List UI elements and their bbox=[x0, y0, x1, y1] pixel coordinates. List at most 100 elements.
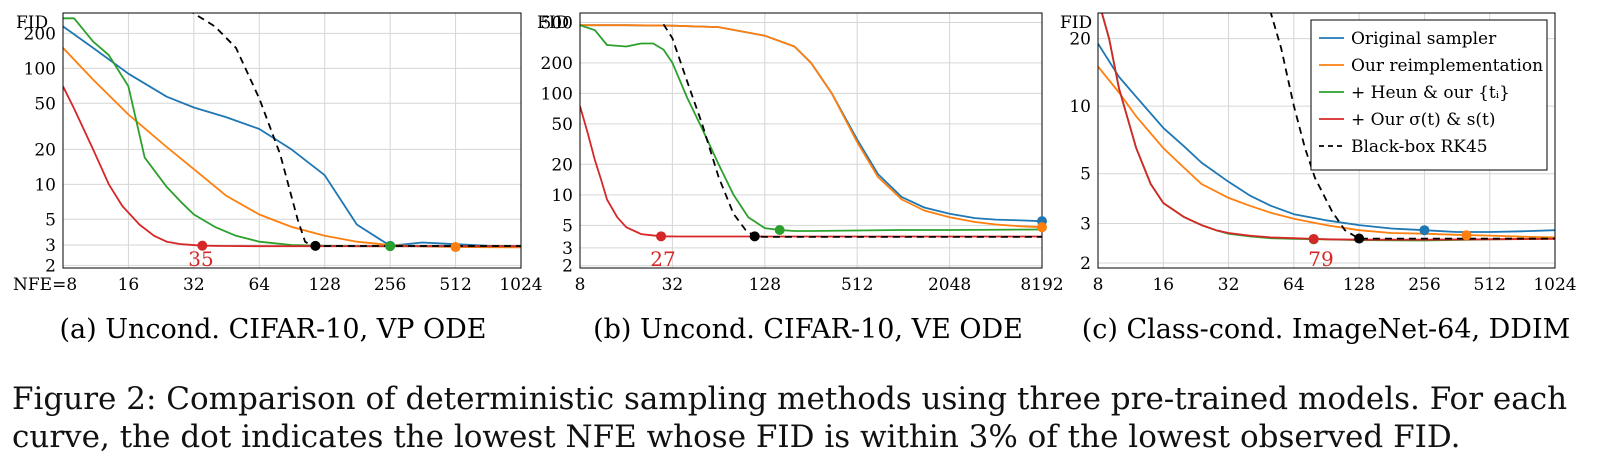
y-tick-label: 2 bbox=[45, 256, 56, 276]
x-tick-label: 512 bbox=[439, 275, 471, 295]
series-dot-5 bbox=[1354, 233, 1365, 244]
series-line-5 bbox=[1269, 13, 1555, 240]
x-tick-label: 32 bbox=[183, 275, 205, 295]
x-tick-label: 32 bbox=[662, 275, 684, 295]
y-tick-label: 50 bbox=[34, 94, 56, 114]
annotation-c: 79 bbox=[1308, 247, 1333, 271]
axes-frame-c bbox=[1097, 12, 1556, 269]
series-line-5 bbox=[191, 13, 521, 247]
y-tick-label: 50 bbox=[551, 115, 573, 135]
series-dot-4 bbox=[197, 240, 208, 251]
series-line-3 bbox=[63, 17, 521, 248]
axes-frame-b bbox=[579, 12, 1043, 269]
plot-area-c bbox=[1098, 13, 1555, 242]
y-tick-label: 2 bbox=[562, 257, 573, 277]
series-line-4 bbox=[580, 105, 1042, 238]
x-tick-label: 8 bbox=[1093, 275, 1104, 295]
subcaption-c: (c) Class-cond. ImageNet-64, DDIM bbox=[1082, 314, 1571, 345]
annotation-b: 27 bbox=[650, 247, 675, 271]
plot-area-a bbox=[63, 13, 521, 249]
series-dot-2 bbox=[1037, 222, 1047, 233]
series-dot-2 bbox=[450, 242, 461, 253]
series-dot-1 bbox=[1419, 225, 1430, 236]
x-tick-label: 128 bbox=[308, 275, 340, 295]
x-tick-label: 1024 bbox=[499, 275, 542, 295]
ylabel-a: FID bbox=[16, 13, 48, 33]
subcaption-b: (b) Uncond. CIFAR-10, VE ODE bbox=[593, 314, 1023, 345]
series-line-1 bbox=[1098, 43, 1555, 233]
caption-line-1: Figure 2: Comparison of deterministic sa… bbox=[12, 381, 1568, 417]
legend-label-5: Black-box RK45 bbox=[1351, 137, 1488, 157]
x-tick-label: 1024 bbox=[1533, 275, 1576, 295]
x-tick-label: 128 bbox=[749, 275, 781, 295]
legend-label-3: + Heun & our {tᵢ} bbox=[1351, 83, 1510, 103]
x-tick-label: 16 bbox=[1152, 275, 1174, 295]
legend-box bbox=[1310, 19, 1548, 171]
y-tick-label: 20 bbox=[34, 140, 56, 160]
y-tick-label: 100 bbox=[24, 59, 56, 79]
x-tick-label: 64 bbox=[248, 275, 270, 295]
panel-c: 8 16 32 64 128 256 512 1024 2 3 5 10 20 FID 79 (c) C… bbox=[1060, 12, 1577, 345]
series-dot-4 bbox=[1308, 233, 1319, 244]
y-tick-label: 200 bbox=[541, 54, 573, 74]
grid-a bbox=[62, 13, 522, 268]
series-dot-3 bbox=[774, 225, 785, 236]
x-tick-label: 512 bbox=[841, 275, 873, 295]
x-tick-label: 64 bbox=[1283, 275, 1305, 295]
series-dot-5 bbox=[749, 231, 760, 242]
ticks-b: 8 32 128 512 2048 8192 23 5 10 20 50 100 200 500 bbox=[541, 13, 1064, 295]
ticks-c: 8 16 32 64 128 256 512 1024 2 3 5 10 20 bbox=[1069, 30, 1576, 295]
legend: Original sampler Our reimplementation + He… bbox=[1310, 19, 1548, 171]
series-line-3 bbox=[580, 24, 1042, 232]
panel-a: NFE=8 16 32 64 128 256 512 1024235102050100200 … bbox=[13, 12, 543, 345]
y-tick-label: 5 bbox=[45, 210, 56, 230]
plot-area-b bbox=[580, 23, 1042, 238]
series-line-5 bbox=[662, 23, 1042, 238]
y-tick-label: 5 bbox=[1080, 165, 1091, 185]
x-tick-label: 128 bbox=[1343, 275, 1375, 295]
ylabel-b: FID bbox=[537, 13, 569, 33]
series-line-2 bbox=[580, 24, 1042, 229]
series-line-1 bbox=[580, 24, 1042, 223]
x-tick-label: 8192 bbox=[1020, 275, 1063, 295]
y-tick-label: 10 bbox=[1069, 97, 1091, 117]
y-tick-label: 5 bbox=[562, 216, 573, 236]
x-tick-label: NFE=8 bbox=[13, 275, 77, 295]
ylabel-c: FID bbox=[1060, 13, 1092, 33]
series-dot-5 bbox=[310, 240, 321, 251]
legend-label-1: Original sampler bbox=[1351, 29, 1497, 49]
x-tick-label: 2048 bbox=[928, 275, 971, 295]
y-tick-label: 10 bbox=[34, 175, 56, 195]
x-tick-label: 8 bbox=[575, 275, 586, 295]
legend-label-2: Our reimplementation bbox=[1351, 56, 1543, 76]
series-dot-3 bbox=[385, 241, 396, 252]
x-tick-label: 256 bbox=[1408, 275, 1440, 295]
axes-frame-a bbox=[62, 12, 522, 269]
y-tick-label: 20 bbox=[1069, 30, 1091, 50]
dots-c bbox=[1308, 225, 1472, 245]
y-tick-label: 20 bbox=[551, 155, 573, 175]
x-tick-label: 256 bbox=[374, 275, 406, 295]
series-dot-4 bbox=[656, 231, 667, 242]
figure-caption: Figure 2: Comparison of deterministic sa… bbox=[12, 380, 1597, 456]
annotation-a: 35 bbox=[188, 247, 213, 271]
y-tick-label: 100 bbox=[541, 84, 573, 104]
caption-line-2: curve, the dot indicates the lowest NFE … bbox=[12, 419, 1461, 455]
series-line-4 bbox=[63, 85, 521, 248]
y-tick-label: 3 bbox=[1080, 214, 1091, 234]
x-tick-label: 512 bbox=[1473, 275, 1505, 295]
y-tick-label: 3 bbox=[45, 236, 56, 256]
y-tick-label: 2 bbox=[1080, 254, 1091, 274]
x-tick-label: 16 bbox=[118, 275, 140, 295]
dots-b bbox=[656, 216, 1047, 242]
x-tick-label: 32 bbox=[1218, 275, 1240, 295]
subcaption-a: (a) Uncond. CIFAR-10, VP ODE bbox=[59, 314, 486, 345]
y-tick-label: 10 bbox=[551, 186, 573, 206]
series-dot-2 bbox=[1461, 230, 1472, 241]
y-tick-label: 3 bbox=[562, 239, 573, 259]
legend-label-4: + Our σ(t) & s(t) bbox=[1351, 110, 1496, 130]
y-tick-label: 500 bbox=[541, 13, 573, 33]
